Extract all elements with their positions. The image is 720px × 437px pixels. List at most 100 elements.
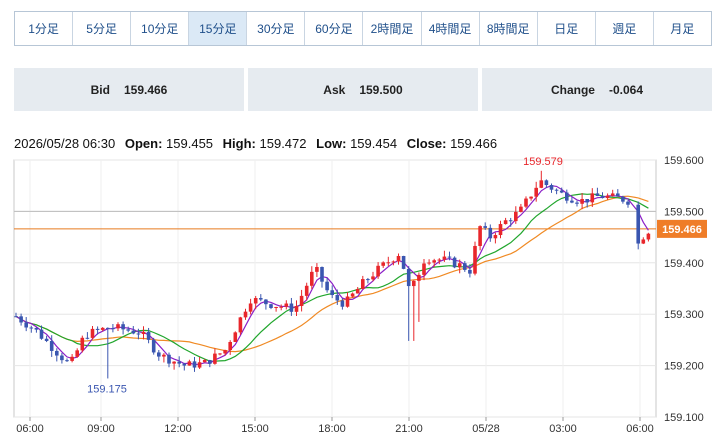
tab-2[interactable]: 10分足	[131, 12, 190, 45]
candle-body	[463, 263, 467, 270]
candle-body	[131, 330, 136, 334]
candle-body	[182, 363, 187, 366]
quote-bar: Bid 159.466 Ask 159.500 Change -0.064	[14, 68, 712, 111]
candle	[524, 196, 528, 209]
candle-body	[417, 274, 421, 281]
candle	[570, 196, 574, 204]
y-tick-label: 159.200	[664, 361, 704, 373]
candle-body	[126, 329, 130, 331]
tab-0[interactable]: 1分足	[15, 12, 74, 45]
x-tick-label: 06:00	[626, 423, 654, 435]
candle	[19, 313, 23, 326]
candle	[80, 335, 85, 353]
ask-box: Ask 159.500	[248, 68, 478, 111]
candle-body	[335, 295, 340, 301]
x-tick-label: 18:00	[318, 423, 346, 435]
candle	[386, 256, 391, 266]
tab-7[interactable]: 4時間足	[422, 12, 480, 45]
candle-body	[65, 360, 69, 362]
tab-10[interactable]: 週足	[596, 12, 654, 45]
tab-3[interactable]: 15分足	[189, 12, 248, 45]
candle	[65, 358, 69, 362]
candle-body	[279, 306, 283, 308]
tab-1[interactable]: 5分足	[73, 12, 132, 45]
candle	[554, 188, 559, 195]
candle-body	[534, 187, 538, 197]
candle-body	[544, 180, 549, 186]
candle	[259, 294, 263, 302]
candle-body	[141, 331, 146, 335]
ohlc-datetime: 2026/05/28 06:30	[14, 136, 116, 151]
low-value: 159.454	[350, 136, 398, 151]
tab-5[interactable]: 60分足	[305, 12, 364, 45]
ma-short-line	[15, 185, 649, 366]
candle-body	[228, 341, 232, 351]
candle	[534, 181, 538, 202]
tab-4[interactable]: 30分足	[247, 12, 306, 45]
candle	[345, 292, 350, 308]
candle-body	[514, 211, 518, 222]
candle	[406, 266, 411, 341]
candle	[238, 316, 243, 335]
candle	[172, 361, 176, 370]
candle-body	[554, 189, 559, 191]
candle	[529, 196, 533, 201]
candle-body	[274, 306, 278, 308]
y-tick-label: 159.600	[664, 155, 704, 167]
tab-8[interactable]: 8時間足	[480, 12, 538, 45]
candle-body	[60, 355, 64, 361]
candle	[269, 303, 273, 310]
candle	[44, 335, 49, 343]
candle-body	[570, 200, 574, 203]
candle	[126, 326, 130, 333]
candle	[197, 356, 202, 369]
candle	[75, 348, 79, 358]
candle	[600, 192, 605, 199]
candle-body	[600, 195, 605, 199]
candle	[483, 222, 487, 230]
candle	[590, 188, 595, 207]
candle-body	[391, 261, 396, 263]
x-tick-label: 15:00	[241, 423, 269, 435]
candle-body	[14, 316, 18, 318]
price-chart: 159.600 159.500 159.400 159.300 159.200 159.1…	[13, 155, 707, 435]
tab-6[interactable]: 2時間足	[363, 12, 422, 45]
candle	[121, 321, 125, 335]
candle-body	[406, 268, 411, 287]
ask-label: Ask	[323, 82, 346, 97]
candle-body	[75, 350, 79, 357]
candle-body	[259, 298, 263, 300]
candle-body	[432, 260, 436, 263]
candle	[412, 280, 416, 341]
candle	[325, 277, 329, 293]
candle	[559, 187, 564, 194]
tab-11[interactable]: 月足	[670, 22, 695, 36]
candle	[575, 200, 579, 207]
candle	[508, 217, 513, 227]
candle-body	[44, 338, 49, 341]
candle	[192, 357, 197, 372]
candle	[565, 189, 569, 204]
candle	[85, 332, 90, 340]
candle	[427, 259, 431, 266]
candle	[350, 292, 355, 298]
candle-body	[100, 327, 105, 330]
candle-body	[213, 353, 217, 364]
current-price-label: 159.466	[662, 224, 702, 236]
candle-body	[111, 328, 115, 330]
candle	[432, 258, 436, 268]
candle	[223, 349, 227, 356]
candle-body	[95, 328, 100, 330]
candle	[289, 297, 294, 316]
candle-body	[478, 226, 482, 246]
candle	[228, 340, 232, 355]
tab-9[interactable]: 日足	[538, 12, 596, 45]
candle	[417, 272, 421, 322]
candle	[136, 328, 141, 340]
candle	[335, 289, 340, 305]
candle	[503, 217, 508, 225]
high-value: 159.472	[259, 136, 307, 151]
candle	[595, 187, 600, 197]
candle	[549, 183, 554, 193]
candle-body	[284, 303, 289, 307]
